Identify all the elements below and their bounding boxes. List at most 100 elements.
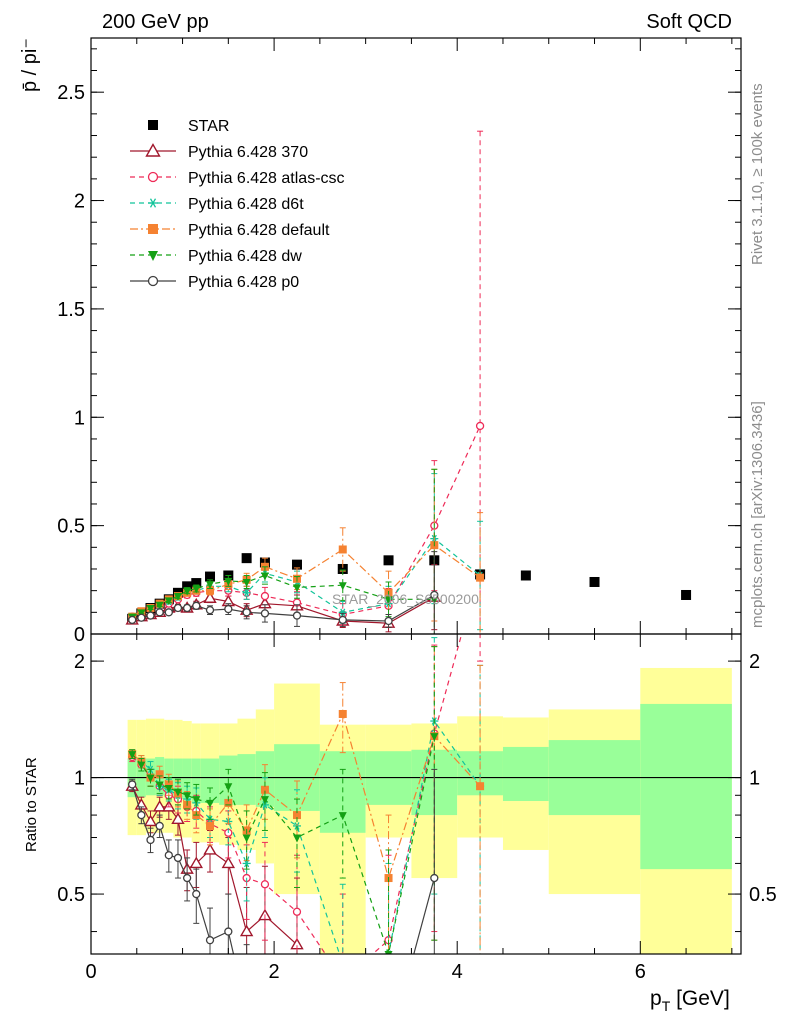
data-point-p0: [146, 835, 155, 845]
legend-label-STAR: STAR: [188, 118, 229, 135]
ratio-ylabel: Ratio to STAR: [23, 757, 40, 852]
ytick-label: 2.5: [57, 82, 85, 104]
xtick-label: 2: [269, 961, 280, 983]
data-point-default: [224, 798, 233, 807]
data-point-default: [206, 821, 215, 830]
plot-frame: [90, 633, 742, 955]
data-point-p0: [338, 615, 347, 625]
data-point-p0: [137, 613, 146, 622]
mcplots-label: mcplots.cern.ch [arXiv:1306.3436]: [749, 401, 766, 628]
data-point-atlas-csc: [260, 880, 270, 889]
data-point-STAR: [681, 589, 692, 600]
legend-marker-370: [145, 143, 161, 157]
data-point-STAR: [191, 578, 202, 589]
data-point-STAR: [291, 559, 302, 570]
data-point-dw: [164, 597, 173, 606]
data-point-p0: [292, 611, 302, 620]
inner-band: [502, 746, 549, 801]
data-point-dw: [338, 582, 347, 591]
data-point-p0: [243, 1007, 250, 1014]
analysis-watermark: STAR_2006_S6500200: [332, 591, 479, 607]
header-left-label: 200 GeV pp: [102, 11, 209, 33]
uncertainty-bands: [127, 667, 732, 954]
data-point-atlas-csc: [292, 907, 302, 916]
data-point-dw: [183, 792, 192, 801]
data-point-dw: [173, 788, 182, 797]
main-plot-area: 0 0.5 1 1.5 2 2.5: [57, 37, 742, 646]
data-point-370: [239, 924, 254, 937]
data-point-370: [152, 799, 167, 812]
series-p0: [128, 551, 439, 634]
series-dw: [128, 468, 439, 634]
series-line-d6t: [131, 719, 481, 954]
data-point-p0: [128, 615, 137, 625]
series-dw: [128, 646, 439, 954]
data-point-dw: [146, 604, 155, 613]
data-point-p0: [155, 821, 164, 831]
data-point-dw: [292, 584, 301, 593]
data-point-dw: [206, 799, 215, 808]
legend-marker-atlas-csc: [147, 171, 159, 183]
series-line-dw: [131, 735, 435, 954]
legend-label-dw: Pythia 6.428 dw: [188, 248, 302, 265]
data-point-default: [338, 545, 347, 554]
xlabel: pT [GeV]: [650, 987, 730, 1014]
legend-marker-STAR: [148, 120, 158, 130]
ytick-label: 0.5: [57, 884, 85, 906]
data-point-p0: [155, 608, 164, 617]
data-point-STAR: [205, 571, 216, 582]
legend-label-default: Pythia 6.428 default: [188, 222, 330, 239]
legend: STAR Pythia 6.428 370 Pythia 6.428 atlas-c…: [130, 118, 345, 291]
data-point-STAR: [383, 555, 394, 566]
inner-band: [182, 758, 192, 800]
data-point-dw: [430, 733, 439, 742]
data-point-dw: [137, 609, 146, 618]
legend-marker-dw: [148, 251, 158, 261]
data-point-p0: [192, 889, 201, 899]
data-point-STAR: [337, 563, 348, 574]
ytick-label: 1: [74, 768, 85, 790]
data-point-p0: [182, 873, 192, 883]
data-point-p0: [260, 609, 270, 618]
data-point-default: [155, 770, 164, 779]
ytick-label: 0: [74, 624, 85, 646]
ratio-plot-area: 0.5 0.5 1 1 2 2 0 2 4 6: [57, 633, 777, 1014]
data-point-dw: [224, 783, 233, 792]
data-point-dw: [242, 834, 251, 843]
data-point-dw: [173, 593, 182, 602]
data-point-p0: [205, 606, 215, 615]
data-point-p0: [430, 873, 439, 883]
ytick-label-right: 2: [749, 651, 760, 673]
data-point-atlas-csc: [339, 976, 346, 983]
legend-marker-d6t: [148, 198, 158, 208]
ytick-label: 2: [74, 651, 85, 673]
data-point-d6t: [338, 608, 347, 617]
data-point-p0: [173, 603, 183, 613]
inner-band: [237, 754, 256, 805]
data-point-d6t: [339, 960, 347, 967]
data-point-d6t: [242, 589, 251, 597]
data-point-dw: [260, 796, 269, 805]
data-point-dw: [384, 596, 393, 605]
legend-item-default: Pythia 6.428 default: [130, 222, 330, 239]
data-point-dw: [242, 578, 251, 587]
data-point-p0: [430, 590, 439, 600]
legend-item-370: Pythia 6.428 370: [130, 143, 308, 161]
data-point-STAR: [182, 581, 193, 592]
data-point-default: [164, 780, 173, 789]
data-point-dw: [260, 572, 269, 581]
data-point-dw: [155, 601, 164, 610]
data-point-default: [338, 709, 347, 718]
data-point-p0: [192, 601, 201, 610]
data-point-370: [143, 814, 158, 827]
data-point-dw: [338, 812, 347, 821]
data-point-STAR: [520, 570, 531, 581]
data-point-default: [260, 785, 269, 794]
data-point-dw: [137, 761, 146, 770]
data-point-370: [221, 856, 236, 869]
data-point-370: [203, 591, 217, 603]
top-ylabel: p̄ / pi⁻: [19, 38, 41, 92]
data-point-dw: [384, 951, 393, 954]
data-point-default: [292, 811, 301, 820]
data-point-atlas-csc: [260, 591, 270, 601]
